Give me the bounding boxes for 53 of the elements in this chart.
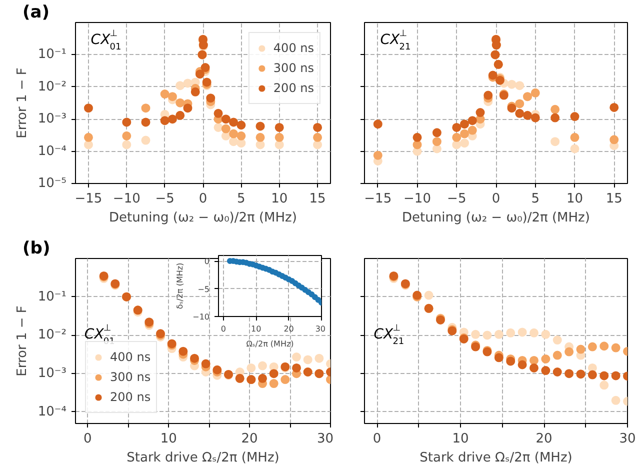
- x-axis-title: Detuning (ω₂ − ω₀)/2π (MHz): [109, 210, 297, 226]
- x-tick-label: 10: [566, 192, 584, 206]
- x-tick-label: 10: [271, 192, 288, 206]
- legend-label: 300 ns: [273, 61, 314, 75]
- x-tick-label: 5: [237, 192, 246, 206]
- x-axis-title: Detuning (ω₂ − ω₀)/2π (MHz): [402, 210, 590, 226]
- y-tick-label: −10: [192, 312, 210, 322]
- y-axis-title: δₛ/2π (MHz): [176, 262, 185, 310]
- legend-label: 400 ns: [273, 41, 314, 55]
- legend-label: 400 ns: [110, 350, 151, 364]
- x-tick-label: 10: [452, 432, 469, 446]
- x-tick-label: 0: [372, 432, 382, 446]
- chart-title: (b): [22, 238, 50, 258]
- x-tick-label: 0: [84, 432, 92, 446]
- x-tick-label: 10: [160, 432, 177, 446]
- y-tick-label: 10⁻²: [38, 328, 67, 343]
- legend-label: 200 ns: [273, 81, 314, 95]
- x-tick-label: −15: [364, 192, 392, 206]
- y-tick-label: 0: [204, 257, 210, 266]
- x-tick-label: 20: [241, 432, 258, 446]
- x-tick-label: 30: [316, 432, 334, 446]
- x-tick-label: 0: [492, 192, 500, 206]
- y-tick-label: 10⁻³: [38, 366, 67, 382]
- y-tick-label: 10⁻³: [38, 112, 67, 127]
- x-tick-label: 30: [619, 432, 636, 446]
- y-axis-title: Error 1 − F: [14, 68, 30, 138]
- y-tick-label: 10⁻¹: [38, 289, 67, 304]
- x-tick-label: −10: [112, 192, 140, 206]
- x-tick-label: −15: [74, 192, 102, 206]
- chart-title: (a): [22, 2, 50, 22]
- x-tick-label: 10: [251, 324, 262, 334]
- y-tick-label: 10⁻¹: [38, 47, 67, 62]
- x-tick-label: 30: [315, 324, 326, 334]
- x-tick-label: −5: [155, 192, 174, 206]
- x-tick-label: −10: [404, 192, 431, 206]
- x-tick-label: 20: [284, 324, 294, 334]
- x-axis-title: Stark drive Ωₛ/2π (MHz): [420, 450, 572, 466]
- y-axis-title: Error 1 − F: [14, 306, 30, 376]
- x-axis-title: Ωₛ/2π (MHz): [246, 340, 294, 348]
- y-tick-label: 10⁻⁴: [38, 144, 67, 159]
- x-tick-label: −5: [447, 192, 466, 206]
- x-tick-label: 5: [531, 192, 540, 206]
- y-tick-label: −5: [198, 284, 210, 294]
- legend-label: 200 ns: [110, 390, 151, 404]
- x-tick-label: 20: [536, 432, 552, 446]
- y-tick-label: 10⁻²: [38, 79, 67, 94]
- x-tick-label: 0: [220, 324, 226, 334]
- x-tick-label: 15: [606, 192, 622, 206]
- legend-label: 300 ns: [110, 370, 151, 384]
- x-tick-label: 15: [309, 192, 326, 206]
- y-tick-label: 10⁻⁴: [38, 404, 67, 420]
- y-tick-label: 10⁻⁵: [38, 176, 67, 191]
- x-axis-title: Stark drive Ωₛ/2π (MHz): [126, 450, 280, 466]
